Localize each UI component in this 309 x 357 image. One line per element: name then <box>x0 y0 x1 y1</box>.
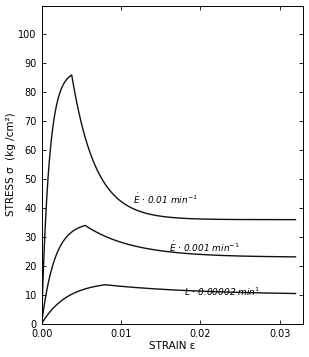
X-axis label: STRAIN ε: STRAIN ε <box>149 341 196 351</box>
Text: $\mathit{L}$ $\cdot$ 0.00002 min$^{1}$: $\mathit{L}$ $\cdot$ 0.00002 min$^{1}$ <box>184 286 261 298</box>
Text: $\dot{E}$ $\cdot$ 0.01 min$^{-1}$: $\dot{E}$ $\cdot$ 0.01 min$^{-1}$ <box>133 192 198 206</box>
Y-axis label: STRESS σ  (kg /cm²): STRESS σ (kg /cm²) <box>6 113 15 216</box>
Text: $\dot{E}$ $\cdot$ 0.001 min$^{-1}$: $\dot{E}$ $\cdot$ 0.001 min$^{-1}$ <box>168 240 239 254</box>
